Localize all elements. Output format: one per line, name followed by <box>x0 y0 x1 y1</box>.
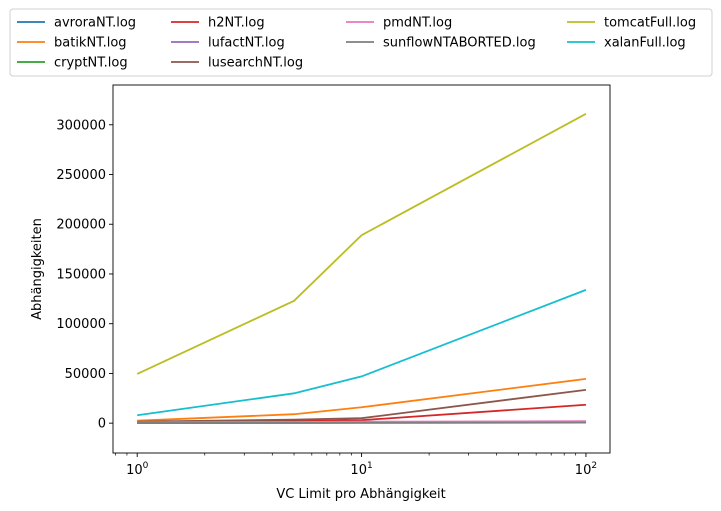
x-tick-label-1: 101 <box>350 461 372 478</box>
x-axis-label: VC Limit pro Abhängigkeit <box>276 487 445 502</box>
y-axis-label: Abhängigkeiten <box>30 218 45 320</box>
legend-label-5: lusearchNT.log <box>208 56 303 71</box>
y-axis: 0 50000 100000 150000 200000 250000 300000 <box>56 118 113 432</box>
legend-label-0: avroraNT.log <box>54 16 136 31</box>
y-tick-label-1: 50000 <box>65 367 106 382</box>
y-tick-label-6: 300000 <box>56 118 106 133</box>
legend: avroraNT.log batikNT.log cryptNT.log h2NT.l… <box>9 8 713 77</box>
legend-label-6: pmdNT.log <box>383 16 452 31</box>
y-tick-label-3: 150000 <box>56 267 106 282</box>
legend-label-8: tomcatFull.log <box>604 16 696 31</box>
legend-label-7: sunflowNTABORTED.log <box>383 36 536 51</box>
legend-label-2: cryptNT.log <box>54 56 128 71</box>
x-axis: 100 101 102 <box>115 453 597 478</box>
legend-label-3: h2NT.log <box>208 16 265 31</box>
legend-label-9: xalanFull.log <box>604 36 686 51</box>
legend-label-4: lufactNT.log <box>208 36 285 51</box>
y-tick-label-4: 200000 <box>56 218 106 233</box>
x-tick-label-2: 102 <box>575 461 597 478</box>
y-tick-label-2: 100000 <box>56 317 106 332</box>
legend-label-1: batikNT.log <box>54 36 127 51</box>
y-tick-label-5: 250000 <box>56 168 106 183</box>
plot-area <box>112 84 611 454</box>
y-tick-label-0: 0 <box>98 417 106 432</box>
series-line-9 <box>137 289 587 417</box>
series-line-8 <box>136 113 587 375</box>
x-tick-label-0: 100 <box>126 461 149 478</box>
series-line-1 <box>137 378 587 422</box>
series-line-5 <box>137 388 587 423</box>
